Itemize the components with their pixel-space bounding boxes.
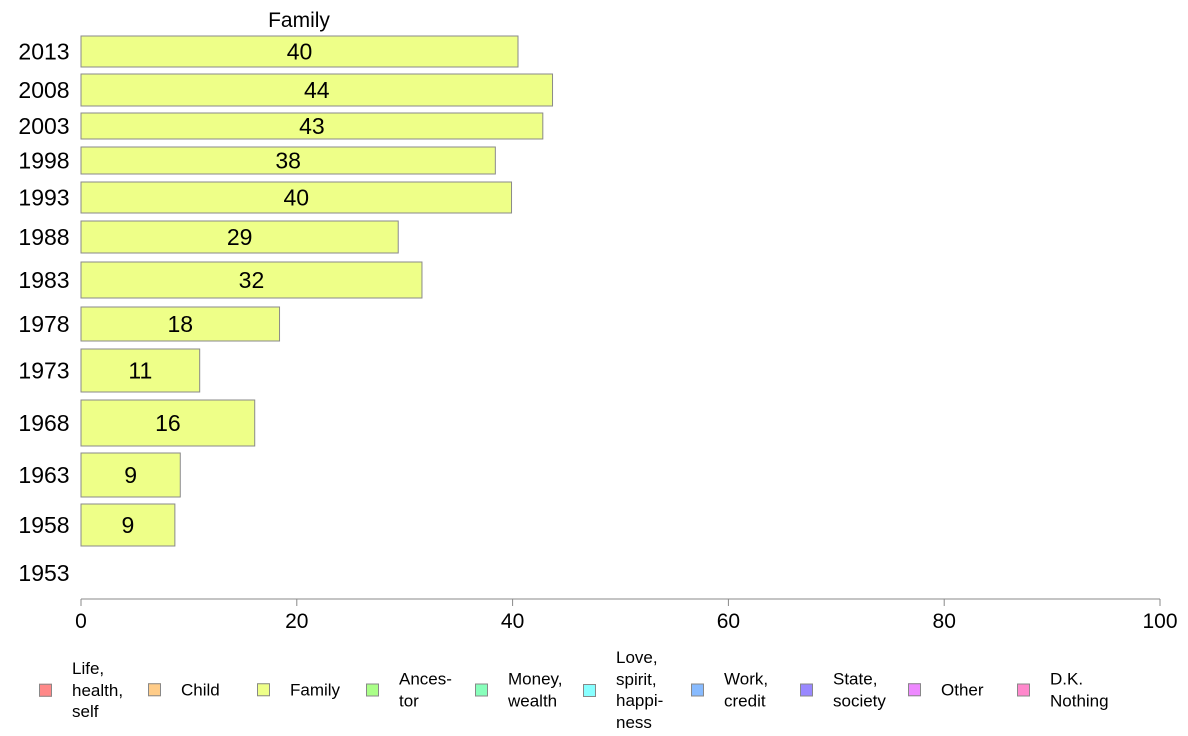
data-label: 9 [124, 462, 137, 488]
legend-item: Other [908, 679, 984, 701]
y-tick-label: 1963 [18, 462, 69, 488]
bar [80, 399, 256, 447]
legend-label: State, society [833, 669, 886, 711]
x-tick-label: 0 [75, 610, 87, 633]
legend-swatch [366, 683, 379, 697]
y-tick-label: 2013 [18, 39, 69, 65]
legend-swatch [908, 683, 921, 697]
legend-swatch [39, 683, 52, 697]
y-tick-label: 1988 [18, 224, 69, 250]
bar-group: 2013 40 2008 44 2003 43 1998 38 1993 40 1988 29 1983… [18, 35, 554, 586]
y-tick-label: 1968 [18, 410, 69, 436]
legend-swatch [475, 683, 488, 697]
legend-label: Money, wealth [508, 669, 563, 711]
x-tick-label: 20 [285, 610, 308, 633]
legend-item: Money, wealth [475, 669, 563, 712]
legend-label: Work, credit [724, 669, 769, 711]
x-tick-label: 100 [1142, 610, 1177, 633]
bar [80, 452, 181, 498]
legend-swatch [691, 683, 704, 697]
legend-swatch [257, 683, 270, 697]
bar [80, 503, 176, 547]
data-label: 44 [304, 77, 330, 103]
legend-item: Work, credit [691, 669, 768, 712]
y-tick-label: 1998 [18, 148, 69, 174]
legend-item: State, society [800, 669, 886, 712]
data-label: 9 [122, 512, 135, 538]
legend-label: Life, health, self [72, 658, 124, 721]
bar [80, 220, 399, 254]
bar [80, 146, 496, 175]
x-axis: 0 20 40 60 80 100 [75, 598, 1178, 633]
data-label: 32 [239, 267, 265, 293]
legend-item: Ances- tor [366, 669, 452, 712]
legend-swatch [800, 683, 813, 697]
data-label: 18 [167, 311, 193, 337]
data-label: 29 [227, 224, 253, 250]
bar [80, 112, 544, 140]
legend-label: D.K. Nothing [1050, 669, 1109, 711]
data-label: 40 [283, 185, 309, 211]
y-tick-label: 1983 [18, 267, 69, 293]
legend-label: Love, spirit, happi- ness [616, 648, 664, 732]
y-tick-label: 1978 [18, 311, 69, 337]
bar-chart: Family 2013 40 2008 44 2003 43 1998 38 1993 40 198… [18, 9, 1178, 633]
data-label: 16 [155, 410, 181, 436]
x-tick-label: 80 [933, 610, 956, 633]
bar [80, 348, 201, 393]
legend-swatch [583, 683, 596, 697]
bar [80, 35, 519, 68]
bar [80, 73, 554, 107]
y-tick-label: 1953 [18, 560, 69, 586]
legend-item: Family [257, 679, 340, 701]
legend-item: Life, health, self [39, 658, 123, 723]
legend-item: Love, spirit, happi- ness [583, 647, 663, 733]
y-tick-label: 2008 [18, 77, 69, 103]
legend-label: Other [941, 680, 984, 700]
y-tick-label: 1958 [18, 512, 69, 538]
legend-swatch [1017, 683, 1030, 697]
bar [80, 261, 423, 299]
chart-title: Family [268, 9, 330, 32]
bar [80, 306, 281, 342]
legend-item: Child [148, 679, 220, 701]
y-tick-label: 2003 [18, 113, 69, 139]
bar [80, 181, 513, 214]
data-label: 11 [128, 358, 152, 384]
x-tick-label: 40 [501, 610, 524, 633]
data-label: 40 [287, 39, 313, 65]
data-label: 38 [275, 148, 301, 174]
legend-label: Ances- tor [399, 669, 452, 711]
legend-swatch [148, 683, 161, 697]
legend-item: D.K. Nothing [1017, 669, 1109, 712]
legend-label: Family [290, 680, 341, 700]
legend-label: Child [181, 680, 220, 700]
data-label: 43 [299, 113, 325, 139]
legend: Life, health, self Child Family Ances- tor M… [0, 640, 1188, 736]
x-tick-label: 60 [717, 610, 740, 633]
y-tick-label: 1993 [18, 185, 69, 211]
y-tick-label: 1973 [18, 358, 69, 384]
